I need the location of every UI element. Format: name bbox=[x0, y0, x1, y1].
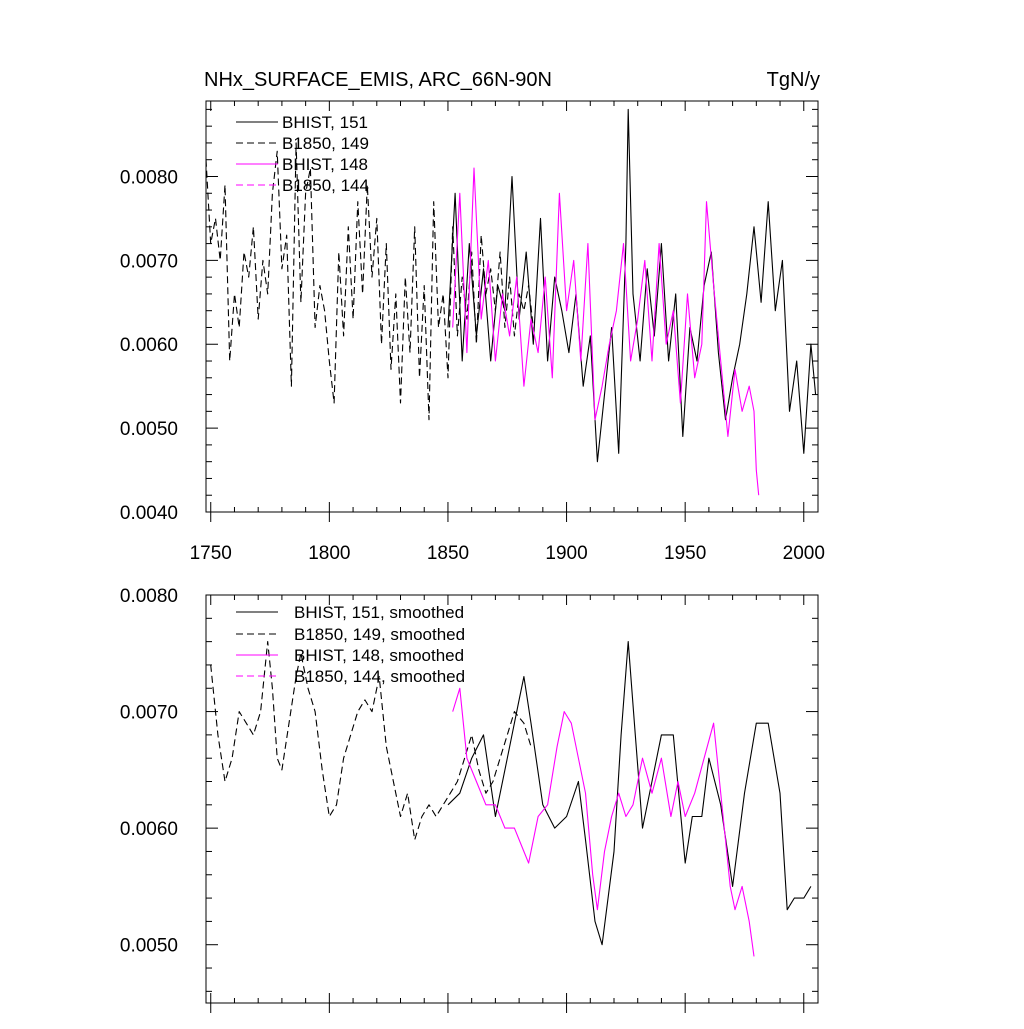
top-x-ticks: 1750 1800 1850 1900 1950 2000 bbox=[190, 101, 825, 564]
bottom-series-group bbox=[210, 641, 812, 957]
top-legend: BHIST, 151 B1850, 149 BHIST, 148 B1850, … bbox=[236, 113, 369, 195]
top-ytick-label: 0.0080 bbox=[120, 167, 178, 188]
top-y-ticks: 0.0040 0.0050 0.0060 0.0070 0.0080 bbox=[120, 108, 818, 524]
bottom-series-bhist-151-smoothed bbox=[447, 641, 812, 946]
top-ytick-label: 0.0040 bbox=[120, 503, 178, 524]
top-plot-frame bbox=[205, 100, 819, 513]
bottom-ytick-label: 0.0050 bbox=[120, 936, 178, 957]
top-series-bhist-148 bbox=[452, 167, 760, 496]
top-series-bhist-151 bbox=[447, 108, 817, 463]
legend-label-bhist-148: BHIST, 148 bbox=[282, 155, 368, 174]
top-xtick-label: 1900 bbox=[545, 543, 587, 564]
top-xtick-label: 1850 bbox=[427, 543, 469, 564]
bottom-ytick-label: 0.0070 bbox=[120, 703, 178, 724]
top-ytick-label: 0.0060 bbox=[120, 335, 178, 356]
top-xtick-label: 1750 bbox=[190, 543, 232, 564]
top-units-label: TgN/y bbox=[767, 69, 820, 91]
legend-label-bhist-151: BHIST, 151 bbox=[282, 113, 368, 132]
bottom-ytick-label: 0.0060 bbox=[120, 819, 178, 840]
bottom-series-bhist-148-smoothed bbox=[452, 687, 755, 957]
legend-label-b1850-144-smoothed: B1850, 144, smoothed bbox=[294, 667, 465, 686]
top-xtick-label: 2000 bbox=[783, 543, 825, 564]
legend-label-b1850-144: B1850, 144 bbox=[282, 176, 369, 195]
bottom-x-ticks bbox=[210, 595, 805, 1013]
legend-label-b1850-149: B1850, 149 bbox=[282, 134, 369, 153]
top-ytick-label: 0.0070 bbox=[120, 251, 178, 272]
top-ytick-label: 0.0050 bbox=[120, 419, 178, 440]
legend-label-bhist-151-smoothed: BHIST, 151, smoothed bbox=[294, 603, 464, 622]
top-xtick-label: 1950 bbox=[664, 543, 706, 564]
bottom-ytick-label: 0.0080 bbox=[120, 586, 178, 607]
bottom-series-b1850-149-smoothed bbox=[210, 641, 532, 841]
top-xtick-label: 1800 bbox=[308, 543, 350, 564]
bottom-y-ticks: 0.0050 0.0060 0.0070 0.0080 bbox=[120, 586, 818, 992]
bottom-legend: BHIST, 151, smoothed B1850, 149, smoothe… bbox=[236, 603, 465, 686]
top-chart-title: NHx_SURFACE_EMIS, ARC_66N-90N bbox=[204, 69, 552, 91]
legend-label-bhist-148-smoothed: BHIST, 148, smoothed bbox=[294, 646, 464, 665]
bottom-plot-frame bbox=[205, 594, 819, 1004]
bottom-panel: 0.0050 0.0060 0.0070 0.0080 BHIST, 151, smo… bbox=[120, 586, 819, 1013]
top-series-group bbox=[205, 108, 817, 496]
legend-label-b1850-149-smoothed: B1850, 149, smoothed bbox=[294, 625, 465, 644]
